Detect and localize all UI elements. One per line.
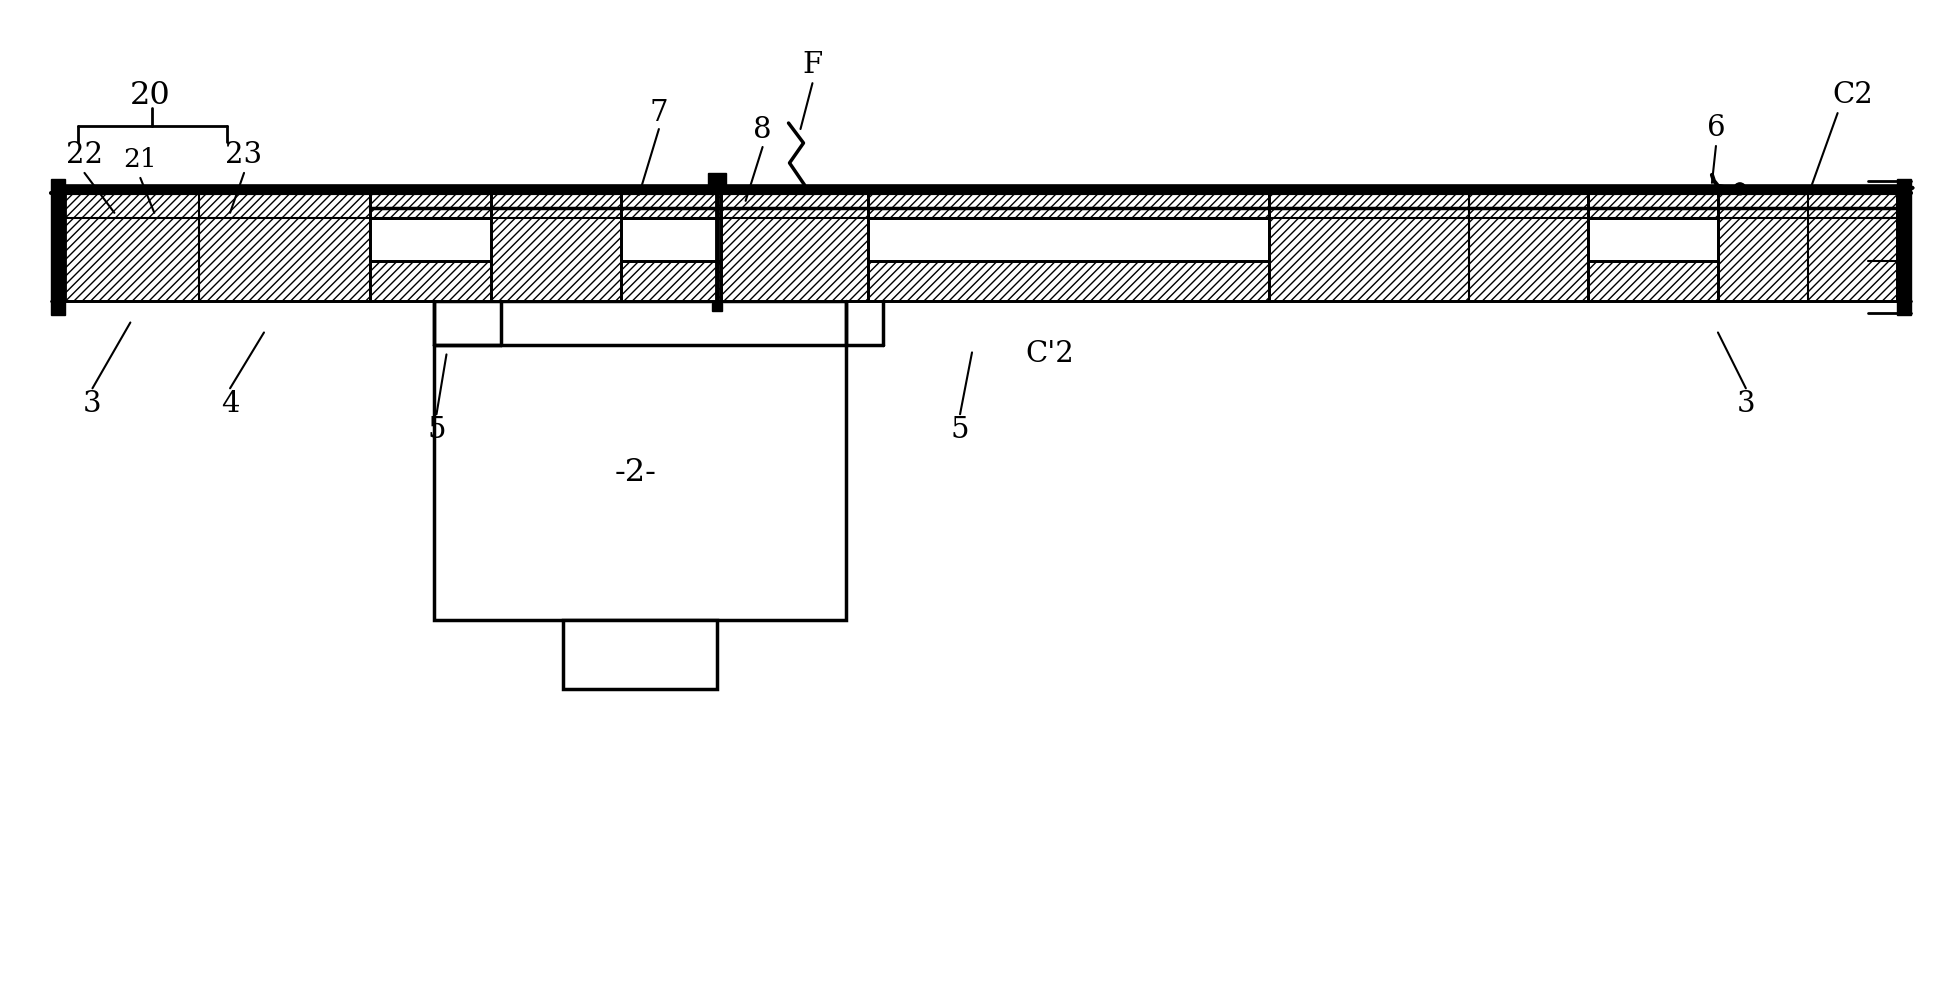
Text: 8: 8: [754, 116, 772, 144]
Text: 23: 23: [225, 141, 262, 169]
Bar: [434, 301, 846, 619]
Bar: [490, 192, 621, 301]
Bar: [1897, 179, 1911, 315]
Text: 20: 20: [129, 79, 170, 110]
Bar: [721, 192, 868, 301]
Bar: [1718, 192, 1897, 301]
Bar: [1589, 192, 1718, 217]
Bar: [369, 261, 490, 301]
Bar: [711, 303, 721, 311]
Text: 22: 22: [66, 141, 104, 169]
Bar: [64, 192, 369, 301]
Bar: [1270, 192, 1589, 301]
Text: 7: 7: [649, 99, 668, 127]
Bar: [868, 192, 1270, 217]
Text: 3: 3: [84, 390, 102, 418]
Text: 5: 5: [428, 416, 446, 444]
Bar: [621, 261, 721, 301]
Bar: [868, 261, 1270, 301]
Circle shape: [1733, 183, 1745, 194]
Text: 6: 6: [1706, 114, 1725, 142]
Text: C'2: C'2: [1026, 341, 1075, 369]
Text: 4: 4: [221, 390, 238, 418]
Bar: [369, 192, 490, 217]
Bar: [51, 179, 64, 315]
Text: C2: C2: [1833, 81, 1874, 109]
Text: 3: 3: [1737, 390, 1755, 418]
Bar: [707, 173, 725, 185]
Text: -2-: -2-: [616, 457, 657, 488]
Bar: [1589, 261, 1718, 301]
Bar: [621, 192, 721, 217]
Text: 21: 21: [123, 147, 156, 172]
Bar: [563, 619, 717, 689]
Text: 5: 5: [952, 416, 969, 444]
Text: F: F: [803, 51, 823, 79]
